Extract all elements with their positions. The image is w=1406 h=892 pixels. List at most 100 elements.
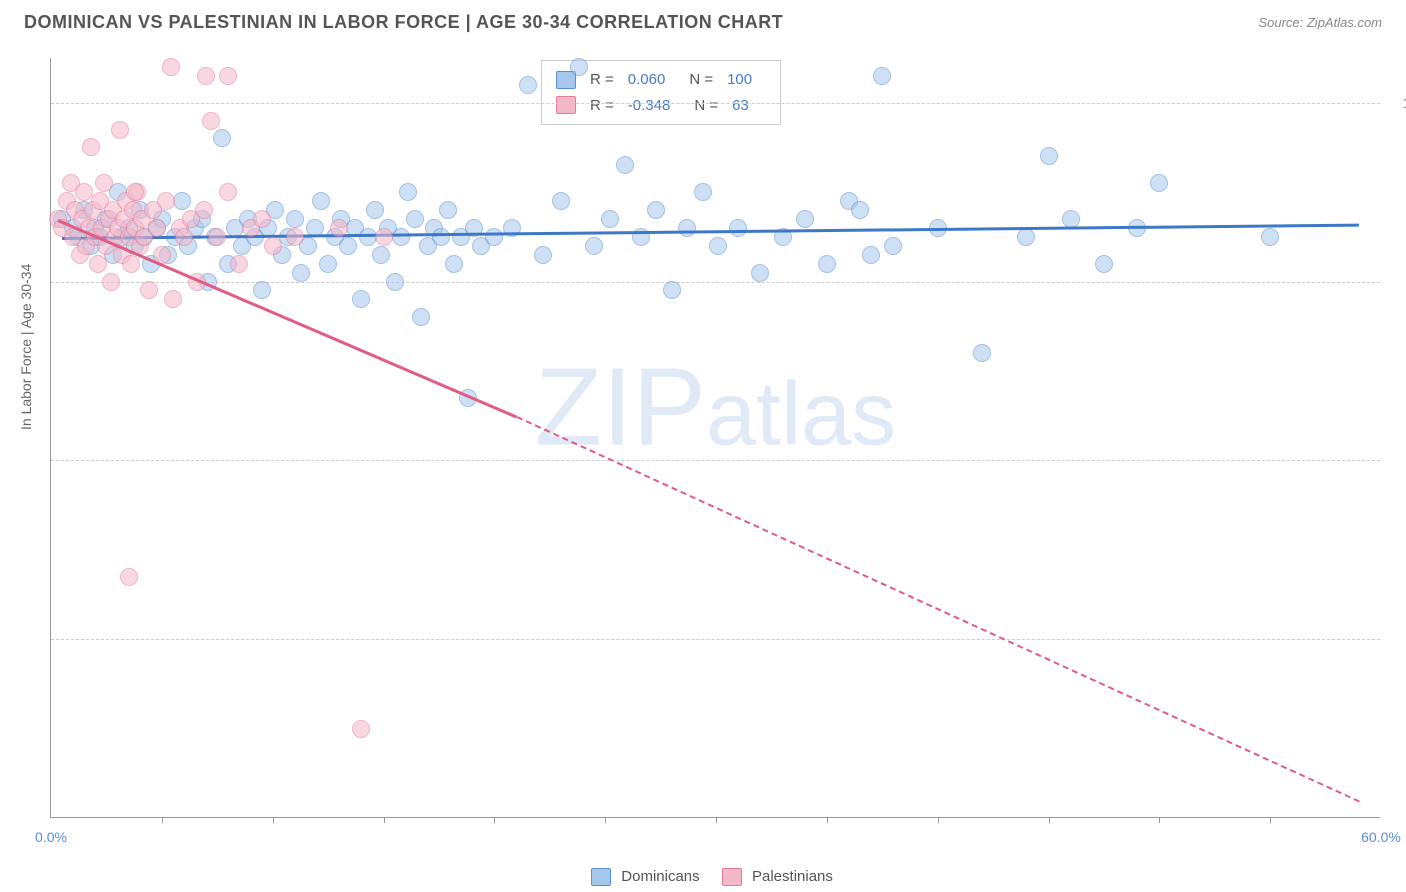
data-point	[1040, 147, 1058, 165]
xtick-mark	[384, 817, 385, 823]
data-point	[485, 228, 503, 246]
data-point	[253, 281, 271, 299]
data-point	[399, 183, 417, 201]
data-point	[973, 344, 991, 362]
data-point	[694, 183, 712, 201]
r-label: R =	[590, 67, 614, 93]
data-point	[862, 246, 880, 264]
xtick-mark	[1270, 817, 1271, 823]
xtick-mark	[605, 817, 606, 823]
data-point	[552, 192, 570, 210]
data-point	[519, 76, 537, 94]
data-point	[585, 237, 603, 255]
xtick-label: 60.0%	[1361, 829, 1401, 845]
data-point	[157, 192, 175, 210]
data-point	[173, 192, 191, 210]
data-point	[392, 228, 410, 246]
xtick-mark	[716, 817, 717, 823]
data-point	[122, 255, 140, 273]
swatch-palestinians	[556, 96, 576, 114]
data-point	[601, 210, 619, 228]
data-point	[1095, 255, 1113, 273]
data-point	[386, 273, 404, 291]
data-point	[208, 228, 226, 246]
data-point	[439, 201, 457, 219]
data-point	[534, 246, 552, 264]
data-point	[126, 183, 144, 201]
data-point	[219, 67, 237, 85]
data-point	[412, 308, 430, 326]
data-point	[213, 129, 231, 147]
data-point	[1150, 174, 1168, 192]
data-point	[312, 192, 330, 210]
data-point	[647, 201, 665, 219]
data-point	[286, 210, 304, 228]
data-point	[709, 237, 727, 255]
data-point	[616, 156, 634, 174]
data-point	[102, 273, 120, 291]
data-point	[95, 174, 113, 192]
data-point	[352, 720, 370, 738]
data-point	[162, 58, 180, 76]
xtick-mark	[827, 817, 828, 823]
n-label: N =	[694, 93, 718, 119]
legend-label-palestinians: Palestinians	[752, 868, 833, 885]
xtick-mark	[162, 817, 163, 823]
data-point	[432, 228, 450, 246]
legend-swatch-dominicans	[591, 868, 611, 886]
data-point	[1062, 210, 1080, 228]
data-point	[751, 264, 769, 282]
data-point	[319, 255, 337, 273]
data-point	[195, 201, 213, 219]
data-point	[89, 255, 107, 273]
data-point	[230, 255, 248, 273]
watermark: ZIPatlas	[535, 344, 896, 471]
ytick-label: 80.0%	[1390, 274, 1406, 290]
data-point	[202, 112, 220, 130]
data-point	[264, 237, 282, 255]
data-point	[729, 219, 747, 237]
n-value: 63	[732, 93, 749, 119]
data-point	[445, 255, 463, 273]
data-point	[111, 121, 129, 139]
r-value: 0.060	[628, 67, 666, 93]
data-point	[352, 290, 370, 308]
xtick-mark	[273, 817, 274, 823]
n-value: 100	[727, 67, 752, 93]
data-point	[219, 183, 237, 201]
data-point	[873, 67, 891, 85]
stats-row-palestinians: R = -0.348 N = 63	[556, 93, 766, 119]
data-point	[366, 201, 384, 219]
data-point	[375, 228, 393, 246]
data-point	[796, 210, 814, 228]
data-point	[1261, 228, 1279, 246]
source-label: Source: ZipAtlas.com	[1258, 15, 1382, 30]
data-point	[663, 281, 681, 299]
page-title: DOMINICAN VS PALESTINIAN IN LABOR FORCE …	[24, 12, 783, 33]
gridline-h	[51, 460, 1380, 461]
ytick-label: 60.0%	[1390, 452, 1406, 468]
bottom-legend: Dominicans Palestinians	[0, 868, 1406, 886]
data-point	[197, 67, 215, 85]
xtick-mark	[1049, 817, 1050, 823]
data-point	[372, 246, 390, 264]
data-point	[286, 228, 304, 246]
gridline-h	[51, 282, 1380, 283]
gridline-h	[51, 639, 1380, 640]
data-point	[148, 219, 166, 237]
data-point	[120, 568, 138, 586]
ytick-label: 100.0%	[1390, 95, 1406, 111]
legend-label-dominicans: Dominicans	[621, 868, 699, 885]
legend-swatch-palestinians	[722, 868, 742, 886]
data-point	[884, 237, 902, 255]
data-point	[330, 219, 348, 237]
data-point	[82, 138, 100, 156]
data-point	[339, 237, 357, 255]
data-point	[406, 210, 424, 228]
data-point	[818, 255, 836, 273]
trend-line	[516, 416, 1359, 802]
data-point	[678, 219, 696, 237]
xtick-mark	[938, 817, 939, 823]
xtick-mark	[1159, 817, 1160, 823]
scatter-chart: ZIPatlas R = 0.060 N = 100 R = -0.348 N …	[50, 58, 1380, 818]
